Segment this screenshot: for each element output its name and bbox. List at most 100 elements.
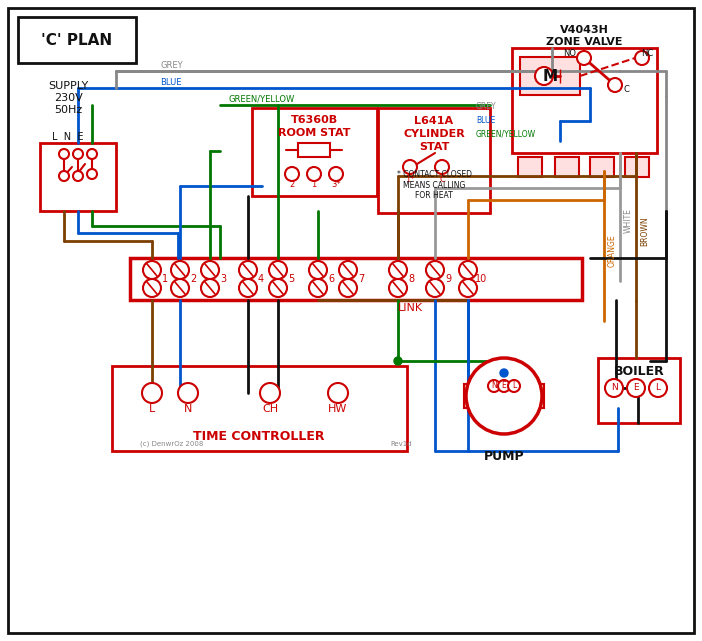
Text: L: L <box>149 404 155 414</box>
Circle shape <box>498 380 510 392</box>
Text: * CONTACT CLOSED
MEANS CALLING
FOR HEAT: * CONTACT CLOSED MEANS CALLING FOR HEAT <box>397 170 472 200</box>
Circle shape <box>488 380 500 392</box>
Circle shape <box>635 51 649 65</box>
Text: HW: HW <box>329 404 347 414</box>
Text: ZONE VALVE: ZONE VALVE <box>545 37 622 47</box>
Circle shape <box>87 169 97 179</box>
Text: V4043H: V4043H <box>559 25 609 35</box>
Circle shape <box>73 171 83 181</box>
Text: NO: NO <box>564 49 576 58</box>
Text: 1*: 1* <box>405 174 415 183</box>
Circle shape <box>389 279 407 297</box>
Text: C: C <box>623 85 629 94</box>
Text: Rev1d: Rev1d <box>390 441 411 447</box>
Text: C: C <box>439 174 445 183</box>
Text: 9: 9 <box>445 274 451 284</box>
Circle shape <box>403 160 417 174</box>
Circle shape <box>307 167 321 181</box>
Text: 1: 1 <box>162 274 168 284</box>
Text: SUPPLY
230V
50Hz: SUPPLY 230V 50Hz <box>48 81 88 115</box>
Text: 'C' PLAN: 'C' PLAN <box>41 33 112 47</box>
Circle shape <box>426 279 444 297</box>
Text: 7: 7 <box>358 274 364 284</box>
Text: L641A: L641A <box>414 116 453 126</box>
Text: (c) DenwrOz 2008: (c) DenwrOz 2008 <box>140 441 204 447</box>
Text: PUMP: PUMP <box>484 449 524 463</box>
Text: GREEN/YELLOW: GREEN/YELLOW <box>476 129 536 138</box>
Circle shape <box>142 383 162 403</box>
Circle shape <box>627 379 645 397</box>
Text: ROOM STAT: ROOM STAT <box>278 128 350 138</box>
Text: T6360B: T6360B <box>291 115 338 125</box>
Circle shape <box>508 380 520 392</box>
FancyBboxPatch shape <box>518 157 542 177</box>
Circle shape <box>260 383 280 403</box>
Circle shape <box>269 261 287 279</box>
Text: M: M <box>543 69 557 83</box>
Circle shape <box>608 78 622 92</box>
Text: BOILER: BOILER <box>614 365 664 378</box>
Circle shape <box>285 167 299 181</box>
FancyBboxPatch shape <box>520 57 580 95</box>
Text: 6: 6 <box>328 274 334 284</box>
Text: 2: 2 <box>289 179 295 188</box>
Circle shape <box>309 279 327 297</box>
Circle shape <box>87 149 97 159</box>
Text: STAT: STAT <box>419 142 449 152</box>
Circle shape <box>239 279 257 297</box>
Circle shape <box>500 369 508 377</box>
Text: 8: 8 <box>408 274 414 284</box>
Text: TIME CONTROLLER: TIME CONTROLLER <box>193 429 325 442</box>
Circle shape <box>178 383 198 403</box>
Text: 4: 4 <box>258 274 264 284</box>
Text: E: E <box>633 383 639 392</box>
Circle shape <box>535 67 553 85</box>
Circle shape <box>309 261 327 279</box>
Text: WHITE: WHITE <box>624 208 633 233</box>
Text: BLUE: BLUE <box>476 115 495 124</box>
Text: N: N <box>184 404 192 414</box>
Text: 3*: 3* <box>331 179 340 188</box>
Circle shape <box>389 261 407 279</box>
Circle shape <box>577 51 591 65</box>
Circle shape <box>59 171 69 181</box>
Circle shape <box>73 149 83 159</box>
Circle shape <box>328 383 348 403</box>
Text: NC: NC <box>641 49 653 58</box>
Circle shape <box>605 379 623 397</box>
Text: GREY: GREY <box>160 60 183 69</box>
Circle shape <box>143 279 161 297</box>
Text: 3: 3 <box>220 274 226 284</box>
FancyBboxPatch shape <box>522 384 544 408</box>
Text: 5: 5 <box>288 274 294 284</box>
Circle shape <box>649 379 667 397</box>
Text: CYLINDER: CYLINDER <box>403 129 465 139</box>
Text: L: L <box>656 383 661 392</box>
Text: N: N <box>611 383 617 392</box>
FancyBboxPatch shape <box>590 157 614 177</box>
Circle shape <box>435 160 449 174</box>
Circle shape <box>466 358 542 434</box>
Circle shape <box>59 149 69 159</box>
Text: GREY: GREY <box>476 101 496 110</box>
FancyBboxPatch shape <box>625 157 649 177</box>
Text: 1: 1 <box>312 179 317 188</box>
Circle shape <box>459 279 477 297</box>
Circle shape <box>394 357 402 365</box>
Circle shape <box>171 261 189 279</box>
Text: 10: 10 <box>475 274 487 284</box>
Text: L  N  E: L N E <box>52 132 84 142</box>
Text: 2: 2 <box>190 274 196 284</box>
Circle shape <box>426 261 444 279</box>
Text: GREEN/YELLOW: GREEN/YELLOW <box>228 94 294 103</box>
Circle shape <box>269 279 287 297</box>
Text: BROWN: BROWN <box>640 216 649 246</box>
Circle shape <box>143 261 161 279</box>
Circle shape <box>339 261 357 279</box>
Circle shape <box>171 279 189 297</box>
Circle shape <box>329 167 343 181</box>
Circle shape <box>201 279 219 297</box>
Circle shape <box>239 261 257 279</box>
Circle shape <box>459 261 477 279</box>
Text: ORANGE: ORANGE <box>608 235 617 267</box>
